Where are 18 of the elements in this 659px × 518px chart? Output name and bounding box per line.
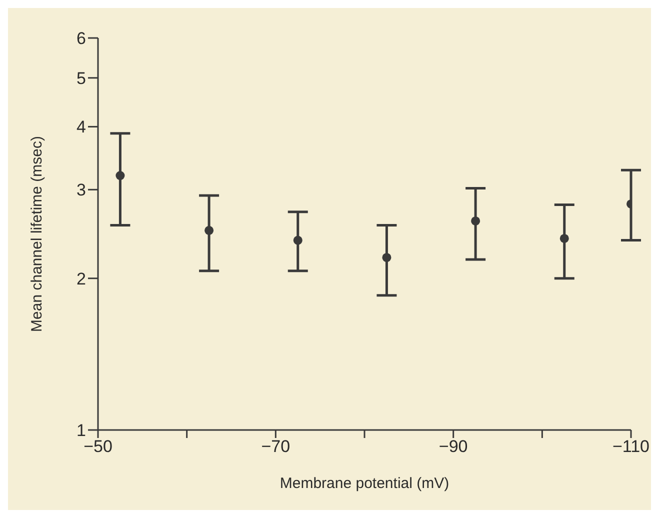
point — [204, 226, 214, 235]
x-tick-label: −70 — [261, 437, 290, 456]
x-tick-label: −110 — [612, 437, 650, 456]
point — [293, 236, 302, 245]
x-tick-label: −90 — [438, 437, 468, 456]
y-tick-label: 6 — [76, 29, 86, 48]
y-tick-label: 1 — [76, 421, 86, 440]
x-tick-label: −50 — [84, 437, 112, 456]
point — [471, 216, 480, 226]
y-tick-label: 4 — [76, 118, 86, 137]
y-tick-label: 2 — [76, 269, 86, 288]
point — [382, 252, 392, 262]
point — [116, 171, 125, 180]
y-tick-label: 5 — [76, 68, 86, 88]
point — [560, 234, 569, 243]
y-axis-title: Mean channel lifetime (msec) — [28, 136, 46, 332]
y-tick-label: 3 — [76, 180, 86, 200]
x-axis-title: Membrane potential (mV) — [280, 475, 450, 492]
